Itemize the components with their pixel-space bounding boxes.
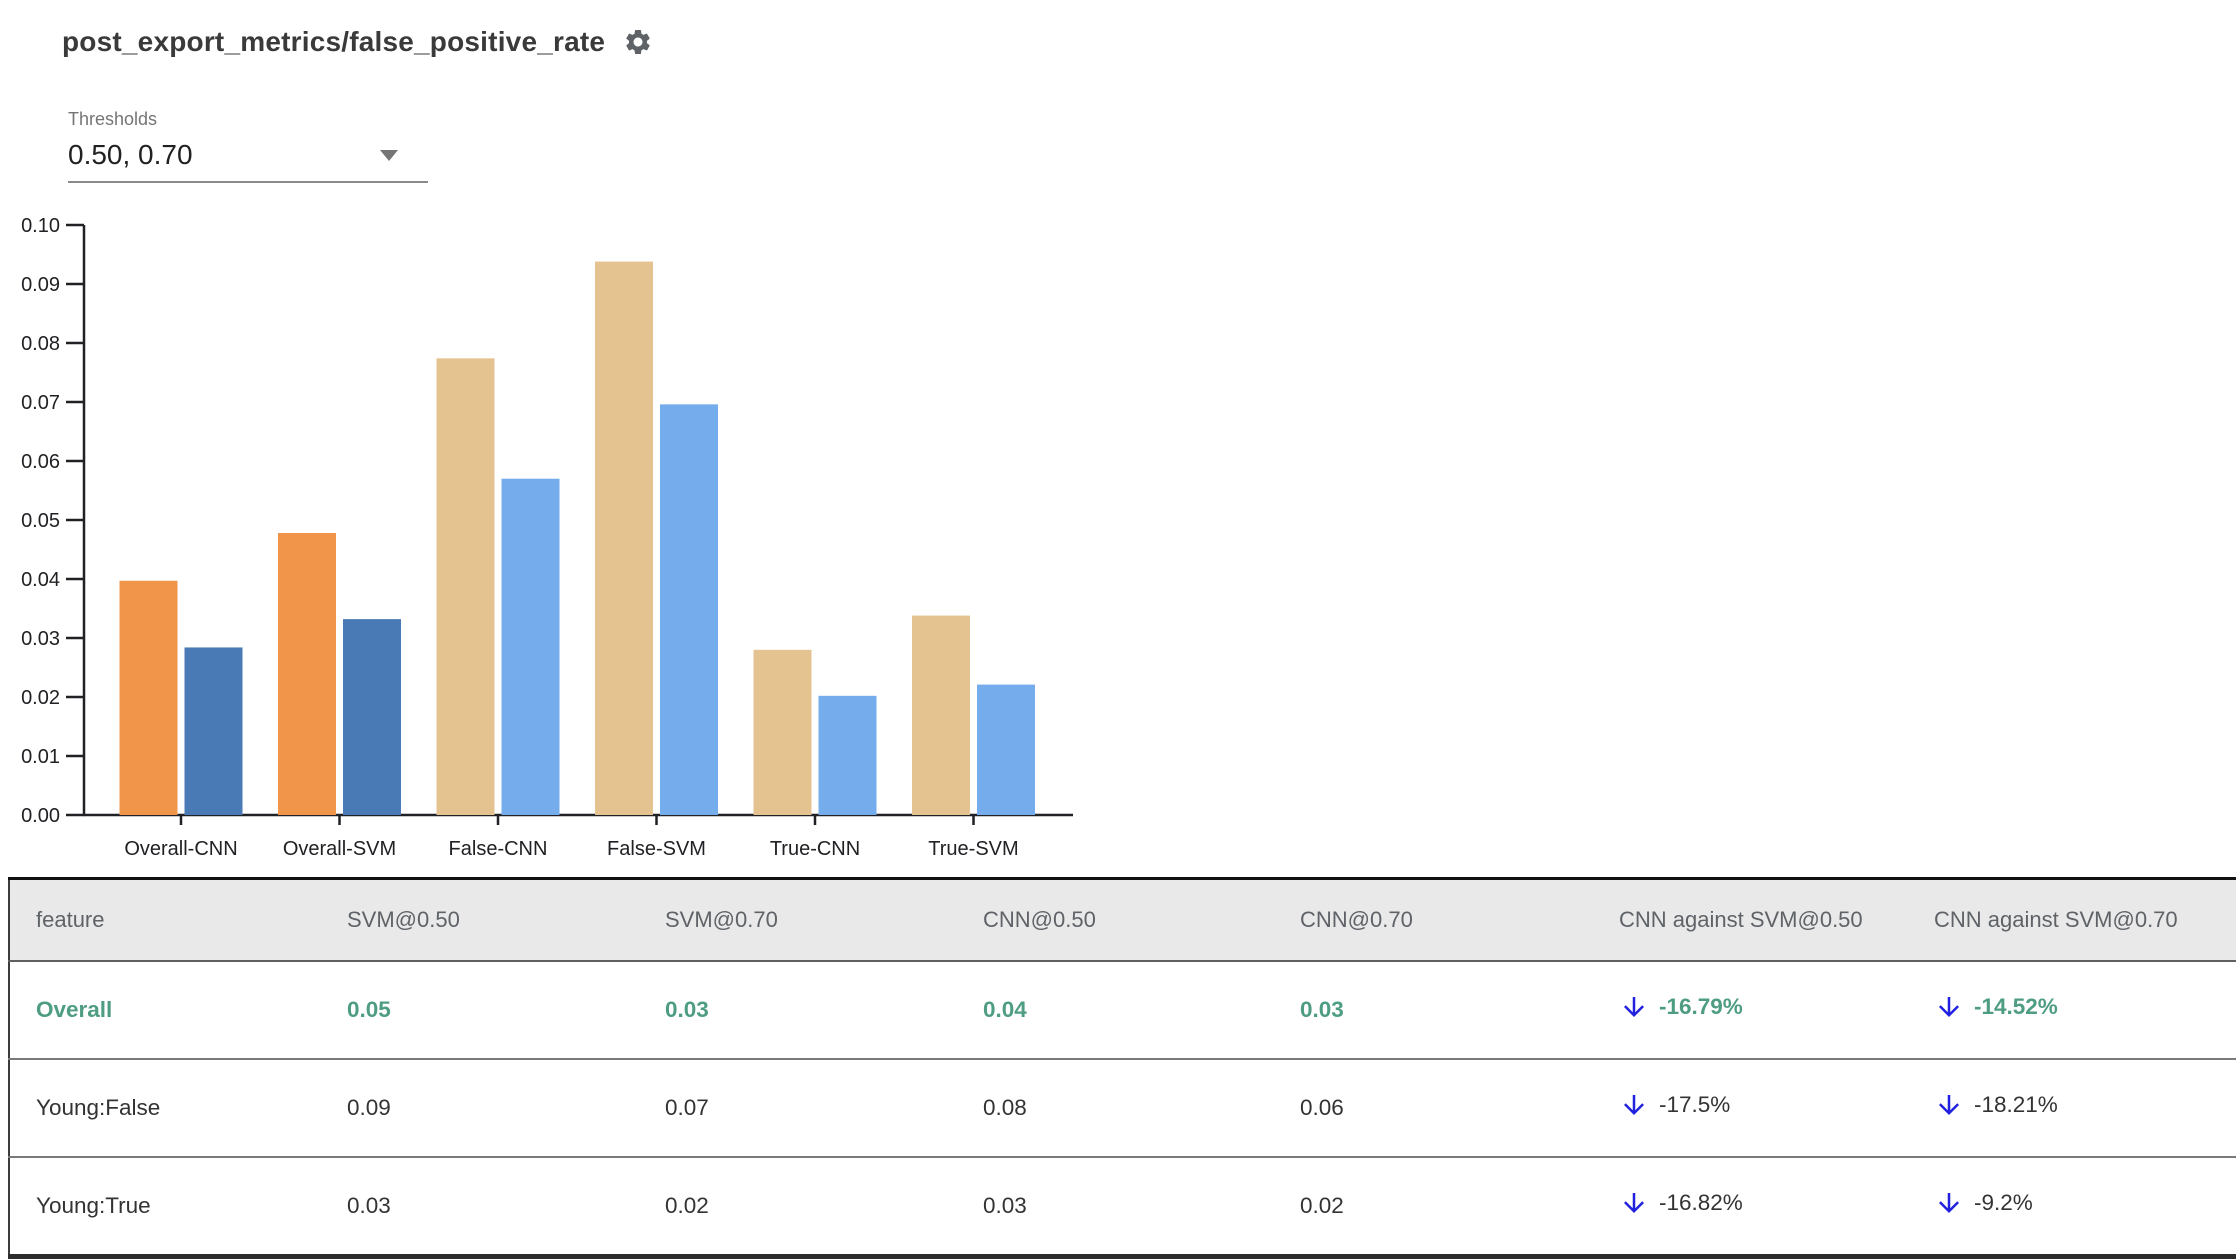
table-row-young-false: Young:False 0.09 0.07 0.08 0.06 -17.5% -…	[9, 1058, 2236, 1157]
dropdown-arrow-icon[interactable]	[380, 150, 398, 161]
bar-True-CNN-threshold-0.70[interactable]	[818, 695, 877, 815]
bar-False-CNN-threshold-0.50[interactable]	[436, 358, 495, 815]
arrow-down-icon	[1939, 1193, 1959, 1213]
y-tick-label: 0.08	[21, 333, 60, 355]
x-tick-label: Overall-SVM	[283, 838, 396, 860]
y-tick-label: 0.02	[21, 687, 60, 709]
metrics-table: feature SVM@0.50 SVM@0.70 CNN@0.50 CNN@0…	[8, 877, 2236, 1259]
x-tick-label: False-CNN	[449, 838, 548, 860]
delta-value: -16.82%	[1659, 1190, 1743, 1215]
dropdown-underline	[68, 181, 428, 183]
x-tick-label: False-SVM	[607, 838, 706, 860]
bar-Overall-SVM-threshold-0.50[interactable]	[278, 532, 336, 815]
arrow-down-icon	[1939, 997, 1959, 1017]
feature-cell: Young:True	[9, 1156, 321, 1257]
table-header-row: feature SVM@0.50 SVM@0.70 CNN@0.50 CNN@0…	[9, 878, 2236, 962]
bar-Overall-SVM-threshold-0.70[interactable]	[343, 619, 401, 815]
thresholds-value[interactable]: 0.50, 0.70	[68, 139, 193, 170]
column-header-cnn-vs-svm-050: CNN against SVM@0.50	[1593, 878, 1908, 962]
column-header-cnn-070: CNN@0.70	[1274, 878, 1593, 962]
column-header-cnn-050: CNN@0.50	[957, 878, 1274, 962]
delta-value: -9.2%	[1974, 1190, 2033, 1215]
arrow-down-icon	[1939, 1095, 1959, 1115]
thresholds-dropdown[interactable]: Thresholds 0.50, 0.70	[68, 108, 428, 183]
value-cell: 0.03	[639, 961, 957, 1059]
arrow-down-icon	[1624, 1095, 1644, 1115]
delta-value: -17.5%	[1659, 1092, 1731, 1117]
delta-value: -14.52%	[1974, 994, 2058, 1019]
fpr-bar-chart[interactable]: 0.00 0.01 0.02 0.03 0.04 0.05 0.06 0.07 0.08 0.09…	[0, 200, 1120, 880]
bar-Overall-CNN-threshold-0.50[interactable]	[119, 580, 178, 815]
arrow-down-icon	[1624, 1193, 1644, 1213]
y-tick-label: 0.01	[21, 746, 60, 768]
bar-False-CNN-threshold-0.70[interactable]	[501, 478, 560, 815]
x-tick-label: True-SVM	[928, 838, 1018, 860]
settings-gear-icon[interactable]	[623, 27, 653, 57]
delta-value: -18.21%	[1974, 1092, 2058, 1117]
feature-cell: Overall	[9, 961, 321, 1059]
y-tick-label: 0.06	[21, 451, 60, 473]
bar-True-SVM-threshold-0.50[interactable]	[912, 615, 970, 815]
value-cell: 0.03	[1274, 961, 1593, 1059]
value-cell: 0.07	[639, 1058, 957, 1157]
delta-cell: -17.5%	[1593, 1058, 1908, 1157]
bar-False-SVM-threshold-0.70[interactable]	[660, 404, 718, 815]
y-tick-label: 0.05	[21, 510, 60, 532]
value-cell: 0.02	[1274, 1156, 1593, 1257]
value-cell: 0.04	[957, 961, 1274, 1059]
column-header-svm-070: SVM@0.70	[639, 878, 957, 962]
y-tick-label: 0.10	[21, 215, 60, 237]
x-tick-label: Overall-CNN	[124, 838, 237, 860]
delta-value: -16.79%	[1659, 994, 1743, 1019]
bar-False-SVM-threshold-0.50[interactable]	[595, 261, 653, 815]
metric-title: post_export_metrics/false_positive_rate	[62, 26, 606, 57]
column-header-svm-050: SVM@0.50	[321, 878, 639, 962]
delta-cell: -16.82%	[1593, 1156, 1908, 1257]
table-row-young-true: Young:True 0.03 0.02 0.03 0.02 -16.82% -…	[9, 1156, 2236, 1257]
y-tick-label: 0.04	[21, 569, 60, 591]
value-cell: 0.09	[321, 1058, 639, 1157]
value-cell: 0.03	[957, 1156, 1274, 1257]
arrow-down-icon	[1624, 997, 1644, 1017]
y-tick-label: 0.03	[21, 628, 60, 650]
bar-True-CNN-threshold-0.50[interactable]	[753, 649, 812, 815]
y-tick-label: 0.07	[21, 392, 60, 414]
delta-cell: -16.79%	[1593, 961, 1908, 1059]
table-row-overall: Overall 0.05 0.03 0.04 0.03 -16.79% -14.…	[9, 961, 2236, 1059]
column-header-cnn-vs-svm-070: CNN against SVM@0.70	[1908, 878, 2236, 962]
column-header-feature: feature	[9, 878, 321, 962]
metric-header: post_export_metrics/false_positive_rate	[62, 26, 653, 58]
value-cell: 0.03	[321, 1156, 639, 1257]
bar-Overall-CNN-threshold-0.70[interactable]	[184, 647, 243, 815]
value-cell: 0.02	[639, 1156, 957, 1257]
bar-chart-svg[interactable]: 0.00 0.01 0.02 0.03 0.04 0.05 0.06 0.07 0.08 0.09…	[0, 200, 1120, 880]
delta-cell: -14.52%	[1908, 961, 2236, 1059]
thresholds-label: Thresholds	[68, 109, 158, 129]
y-tick-label: 0.09	[21, 274, 60, 296]
y-tick-label: 0.00	[21, 805, 60, 827]
bar-True-SVM-threshold-0.70[interactable]	[977, 684, 1035, 815]
value-cell: 0.05	[321, 961, 639, 1059]
feature-cell: Young:False	[9, 1058, 321, 1157]
x-tick-label: True-CNN	[770, 838, 860, 860]
delta-cell: -18.21%	[1908, 1058, 2236, 1157]
value-cell: 0.08	[957, 1058, 1274, 1157]
delta-cell: -9.2%	[1908, 1156, 2236, 1257]
value-cell: 0.06	[1274, 1058, 1593, 1157]
